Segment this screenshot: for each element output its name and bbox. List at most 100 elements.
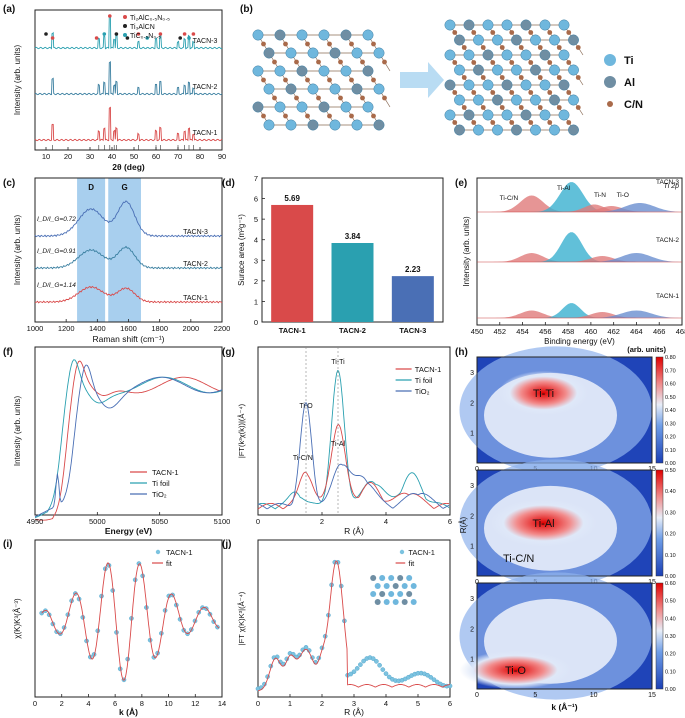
- xrd-series-line: [34, 15, 223, 50]
- atom: [274, 65, 286, 77]
- heatmap-y-tick-label: 2: [470, 400, 474, 407]
- cn-atom: [261, 77, 266, 83]
- bar-category-label: TACN-1: [279, 326, 306, 335]
- atom: [482, 19, 494, 31]
- xrd-phase-marker: [125, 36, 130, 40]
- xrd-legend-marker: [123, 33, 127, 37]
- atom: [511, 124, 522, 136]
- kspace-legend-marker: [155, 549, 161, 555]
- atom-legend-label: Al: [624, 77, 635, 89]
- xrd-phase-marker: [108, 14, 112, 18]
- xrd-phase-marker: [178, 36, 182, 40]
- colorbar-tick-label: 0.20: [665, 652, 676, 658]
- bar-value-label: 2.23: [405, 265, 421, 274]
- xps-peak-component: [477, 303, 682, 318]
- ft-peak-annotation: Ti-Ti: [331, 359, 345, 366]
- xrd-x-tick-label: 90: [218, 152, 226, 161]
- raman-x-tick-label: 1400: [89, 324, 106, 333]
- xrd-legend-label: TiC₀.₅N₀.₅: [130, 33, 161, 40]
- kspace-legend-label: fit: [166, 559, 173, 568]
- heatmap-units-label: (arb. units): [627, 345, 666, 354]
- atom: [492, 124, 503, 136]
- cn-atom: [490, 30, 496, 35]
- xrd-series-label: TACN-1: [193, 130, 218, 137]
- cn-atom: [509, 90, 515, 95]
- atom: [296, 65, 308, 77]
- raman-ratio-label: I_D/I_G=0.91: [37, 248, 76, 255]
- atom: [530, 94, 541, 106]
- colorbar-tick-label: 0.10: [665, 553, 676, 559]
- raman-series-label: TACN-1: [183, 295, 208, 302]
- cn-atom: [509, 30, 515, 35]
- atom: [252, 101, 264, 113]
- cn-atom: [283, 41, 288, 47]
- xrd-phase-marker: [102, 32, 107, 36]
- xps-y-axis-title: Intensity (arb. units): [462, 216, 471, 287]
- xps-peak-component: [477, 232, 682, 262]
- heatmap-hotspot: [459, 650, 572, 689]
- bar-y-tick-label: 1: [254, 297, 258, 306]
- xanes-x-axis-title: Energy (eV): [105, 526, 152, 536]
- heatmap-hotspot: [498, 370, 589, 416]
- cn-atom: [566, 120, 572, 125]
- cn-atom: [509, 120, 515, 125]
- atom: [285, 83, 297, 95]
- atom: [568, 124, 579, 136]
- cn-atom: [349, 77, 354, 83]
- xps-x-tick-label: 464: [630, 327, 643, 336]
- cn-atom: [490, 60, 496, 65]
- xrd-x-tick-label: 80: [196, 152, 204, 161]
- atom: [492, 64, 503, 76]
- atom: [307, 47, 319, 59]
- colorbar-tick-label: 0.70: [665, 368, 676, 374]
- cn-atom: [283, 113, 288, 119]
- atom: [252, 65, 264, 77]
- xanes-x-tick-label: 5100: [214, 517, 231, 526]
- atom: [463, 79, 475, 91]
- xps-peak-label: Ti-N: [594, 192, 606, 199]
- cn-atom: [528, 60, 534, 65]
- panel-label-g: (g): [222, 347, 235, 358]
- rspace-x-tick-label: 4: [384, 699, 388, 708]
- atom: [362, 65, 374, 77]
- atom: [362, 101, 374, 113]
- xps-x-tick-label: 456: [539, 327, 552, 336]
- xps-series-label: TACN-3: [656, 179, 679, 186]
- ft-peak-annotation: Ti-Al: [331, 441, 346, 448]
- kspace-x-tick-label: 12: [191, 699, 199, 708]
- cn-atom: [518, 45, 524, 50]
- raman-series-label: TACN-2: [183, 261, 208, 268]
- colorbar-tick-label: 0.50: [665, 395, 676, 401]
- bar-y-tick-label: 6: [254, 195, 258, 204]
- xps-peak-component: [477, 310, 682, 318]
- atom: [492, 34, 503, 46]
- colorbar-tick-label: 0.50: [665, 599, 676, 605]
- bar-value-label: 5.69: [284, 194, 300, 203]
- atom: [351, 119, 363, 131]
- atom: [530, 34, 541, 46]
- heatmap-x-tick-label: 10: [590, 692, 598, 699]
- atom: [252, 29, 264, 41]
- atom: [285, 119, 297, 131]
- xps-x-tick-label: 452: [494, 327, 507, 336]
- inset-atom: [406, 591, 413, 597]
- rspace-data-point: [370, 656, 376, 661]
- xps-peak-component: [477, 182, 682, 212]
- cn-atom: [349, 41, 354, 47]
- atom: [463, 109, 475, 121]
- panel-label-d: (d): [222, 178, 235, 189]
- atom: [362, 29, 374, 41]
- xps-x-tick-label: 458: [562, 327, 575, 336]
- heatmap-path-label: Ti-O: [505, 665, 526, 677]
- raman-y-axis-title: Intensity (arb. units): [13, 215, 22, 286]
- xrd-legend-label: Ti₃AlCN: [130, 24, 155, 31]
- cn-atom: [480, 105, 486, 110]
- panel-label-f: (f): [3, 347, 13, 358]
- raman-x-tick-label: 1200: [58, 324, 75, 333]
- rspace-x-axis-title: R (Å): [344, 707, 364, 717]
- cn-atom: [261, 41, 266, 47]
- xrd-phase-marker: [187, 36, 191, 40]
- ft-peak-annotation: Ti-O: [299, 403, 313, 410]
- atom: [263, 83, 275, 95]
- cn-atom: [471, 30, 477, 35]
